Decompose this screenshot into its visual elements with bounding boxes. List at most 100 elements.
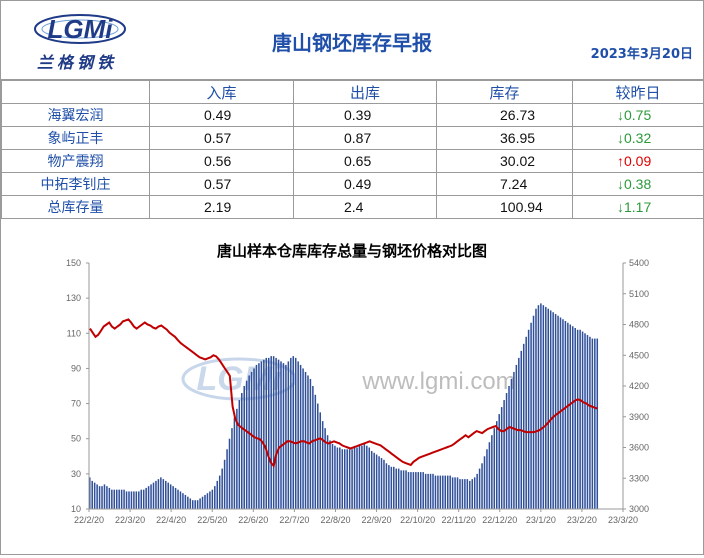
inventory-bar [238,400,241,509]
inventory-bar [591,338,594,509]
left-tick-label: 110 [67,328,81,338]
inventory-bar [343,449,346,509]
inventory-bar [177,489,179,509]
left-tick-label: 70 [71,399,81,409]
inventory-bar [388,465,390,509]
inventory-bar [594,338,596,509]
change-value: ↓0.75 [572,103,704,127]
inventory-bar [290,357,292,509]
x-tick-label: 22/8/20 [320,515,350,525]
stock-value: 7.24 [436,172,573,196]
inventory-bar [410,472,412,509]
inventory-bar [93,482,96,509]
logo-cn-text: 兰格钢铁 [37,53,118,72]
inventory-bar [456,477,459,509]
inventory-bar [366,445,368,509]
inventory-bar [527,329,530,509]
inventory-bar [496,421,498,509]
inventory-bar [96,484,98,509]
table-row-total: 总库存量 2.19 2.4 100.94 ↓1.17 [1,195,704,219]
inventory-bar [415,472,417,509]
inventory-bar [201,496,204,509]
inventory-bar [226,449,228,509]
inventory-bar [228,438,231,509]
inventory-bar [535,308,537,509]
inventory-bar [101,486,103,509]
inventory-bar [199,498,201,509]
inventory-bar [562,319,564,509]
inventory-bar [378,456,380,509]
column-header-change: 较昨日 [572,80,704,104]
inventory-bar [218,475,221,509]
inventory-bar [253,368,255,509]
inventory-bar [133,491,135,509]
inventory-bar [128,491,130,509]
inventory-bar [405,470,407,509]
inventory-bar [393,466,395,509]
right-tick-label: 5100 [629,289,649,299]
inventory-bar [537,305,540,509]
inventory-bar [444,475,447,509]
inventory-bar [473,477,476,509]
inventory-bar [162,479,165,509]
inventory-bar [361,445,363,509]
inventory-bar [419,472,422,509]
inventory-bar [231,428,233,509]
inventory-bar [356,447,358,509]
inventory-bar [258,363,260,509]
inventory-bar [424,473,427,509]
inventory-bar [513,371,515,509]
inventory-bar [564,320,567,509]
change-value: ↑0.09 [572,149,704,173]
column-header [1,80,150,104]
inventory-bar [260,361,263,509]
left-tick-label: 30 [71,469,81,479]
right-tick-label: 3300 [629,473,649,483]
inventory-bar [348,449,351,509]
x-tick-label: 22/5/20 [197,515,227,525]
inventory-bar [292,356,295,509]
inventory-bar [478,468,481,509]
inventory-bar [576,329,579,509]
inventory-bar [294,357,297,509]
inventory-bar [402,470,405,509]
inventory-bar [123,489,125,509]
inventory-bar [282,363,285,509]
inventory-bar [540,303,542,509]
inventory-bar [331,443,334,509]
inventory-bar [554,313,557,509]
inventory-bar [383,459,385,509]
inventory-bar [427,473,429,509]
inventory-bar [434,475,437,509]
inventory-bar [498,414,500,509]
inventory-bar [206,493,209,509]
x-tick-label: 22/9/20 [362,515,392,525]
inventory-bar [567,322,569,509]
inventory-bar [341,449,344,509]
inventory-bar [204,494,206,509]
inventory-bar [324,428,326,509]
x-tick-label: 22/7/20 [279,515,309,525]
left-tick-label: 90 [71,363,81,373]
inventory-bar [525,336,527,509]
inventory-bar [339,447,341,509]
warehouse-name: 象屿正丰 [1,126,150,150]
inventory-bar [160,477,162,509]
inventory-bar [111,489,113,509]
inventory-bar [581,331,584,509]
inventory-bar [530,322,532,509]
column-header-stock: 库存 [436,80,573,104]
inventory-bar [442,475,444,509]
inventory-bar [191,500,194,509]
inventory-bar [233,417,236,509]
inventory-bar [209,491,211,509]
x-tick-label: 22/4/20 [156,515,186,525]
logo-text: LGMi [48,14,114,44]
inventory-bar [167,482,169,509]
inventory-bar [299,364,302,509]
inventory-bar [287,361,290,509]
inventory-bar [145,487,147,509]
column-header-in: 入库 [149,80,294,104]
inventory-bar [451,477,454,509]
